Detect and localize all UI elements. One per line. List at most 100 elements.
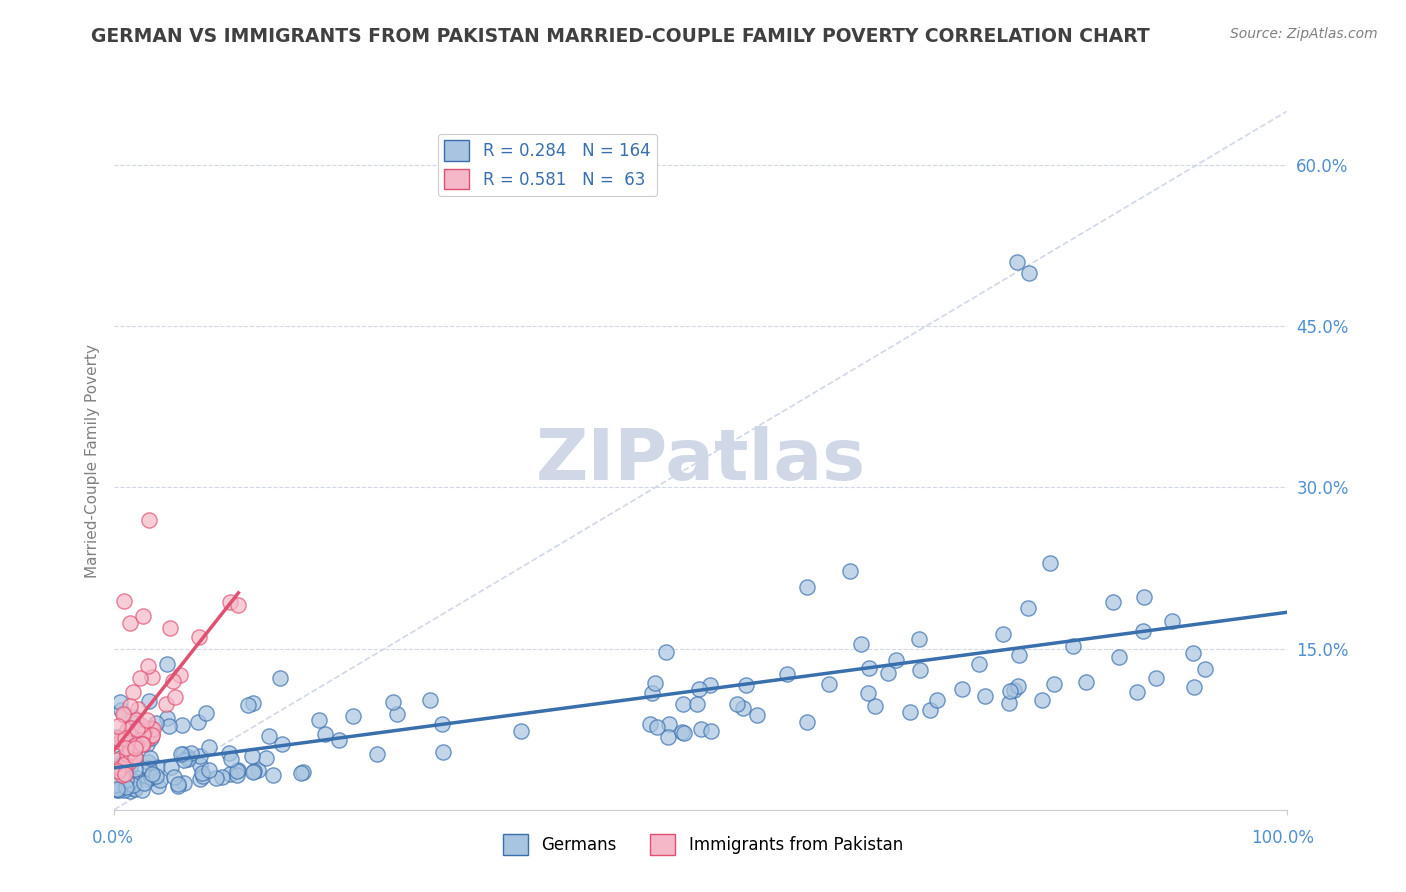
Point: [104, 752, 127, 766]
Point: [115, 780, 138, 795]
Point: [1000, 684, 1022, 698]
Point: [122, 778, 145, 792]
Point: [122, 748, 145, 763]
Point: [342, 709, 364, 723]
Point: [114, 766, 136, 780]
Point: [314, 726, 336, 740]
Point: [238, 698, 260, 712]
Point: [865, 699, 887, 714]
Point: [262, 768, 284, 782]
Point: [858, 661, 880, 675]
Point: [796, 580, 818, 594]
Point: [131, 783, 153, 797]
Point: [132, 609, 155, 624]
Point: [432, 745, 454, 759]
Point: [1017, 600, 1039, 615]
Point: [107, 783, 129, 797]
Point: [118, 755, 141, 769]
Point: [672, 697, 695, 711]
Point: [187, 715, 209, 730]
Point: [114, 765, 136, 780]
Point: [105, 730, 128, 744]
Point: [1126, 685, 1149, 699]
Point: [734, 678, 756, 692]
Point: [136, 772, 159, 786]
Point: [509, 723, 531, 738]
Point: [132, 727, 155, 741]
Point: [135, 727, 157, 741]
Point: [169, 668, 191, 682]
Point: [141, 670, 163, 684]
Point: [160, 760, 183, 774]
Point: [121, 773, 143, 788]
Point: [177, 750, 200, 764]
Point: [689, 723, 711, 737]
Point: [134, 723, 156, 738]
Point: [135, 713, 157, 727]
Point: [884, 653, 907, 667]
Point: [138, 694, 160, 708]
Point: [110, 695, 132, 709]
Point: [114, 731, 136, 745]
Point: [115, 723, 138, 737]
Point: [129, 718, 152, 732]
Y-axis label: Married-Couple Family Poverty: Married-Couple Family Poverty: [86, 343, 100, 577]
Point: [163, 770, 186, 784]
Point: [120, 783, 142, 797]
Point: [1181, 647, 1204, 661]
Point: [120, 729, 142, 743]
Point: [876, 665, 898, 680]
Point: [131, 737, 153, 751]
Text: ZIPatlas: ZIPatlas: [536, 426, 866, 495]
Point: [173, 753, 195, 767]
Point: [170, 718, 193, 732]
Point: [167, 779, 190, 793]
Point: [159, 621, 181, 635]
Point: [111, 768, 134, 782]
Point: [1101, 595, 1123, 609]
Point: [142, 722, 165, 736]
Point: [120, 752, 142, 766]
Point: [118, 615, 141, 630]
Point: [138, 761, 160, 775]
Point: [125, 713, 148, 727]
Point: [108, 735, 131, 749]
Point: [270, 737, 292, 751]
Point: [1161, 614, 1184, 628]
Point: [172, 747, 194, 762]
Point: [745, 708, 768, 723]
Point: [129, 671, 152, 685]
Point: [638, 717, 661, 731]
Point: [188, 749, 211, 764]
Point: [132, 776, 155, 790]
Point: [111, 731, 134, 746]
Point: [107, 759, 129, 773]
Text: 100.0%: 100.0%: [1251, 829, 1315, 847]
Point: [105, 758, 128, 772]
Point: [221, 752, 243, 766]
Point: [686, 697, 709, 711]
Point: [117, 756, 139, 770]
Point: [242, 765, 264, 780]
Point: [120, 742, 142, 756]
Point: [136, 659, 159, 673]
Point: [1182, 681, 1205, 695]
Point: [796, 714, 818, 729]
Point: [120, 721, 142, 735]
Point: [1018, 266, 1040, 280]
Point: [141, 728, 163, 742]
Point: [173, 775, 195, 789]
Point: [290, 765, 312, 780]
Point: [107, 783, 129, 797]
Point: [111, 707, 134, 722]
Point: [188, 772, 211, 786]
Point: [382, 695, 405, 709]
Point: [110, 751, 132, 765]
Point: [776, 666, 799, 681]
Point: [176, 752, 198, 766]
Point: [131, 729, 153, 743]
Point: [657, 730, 679, 744]
Point: [124, 750, 146, 764]
Point: [699, 678, 721, 692]
Point: [219, 595, 242, 609]
